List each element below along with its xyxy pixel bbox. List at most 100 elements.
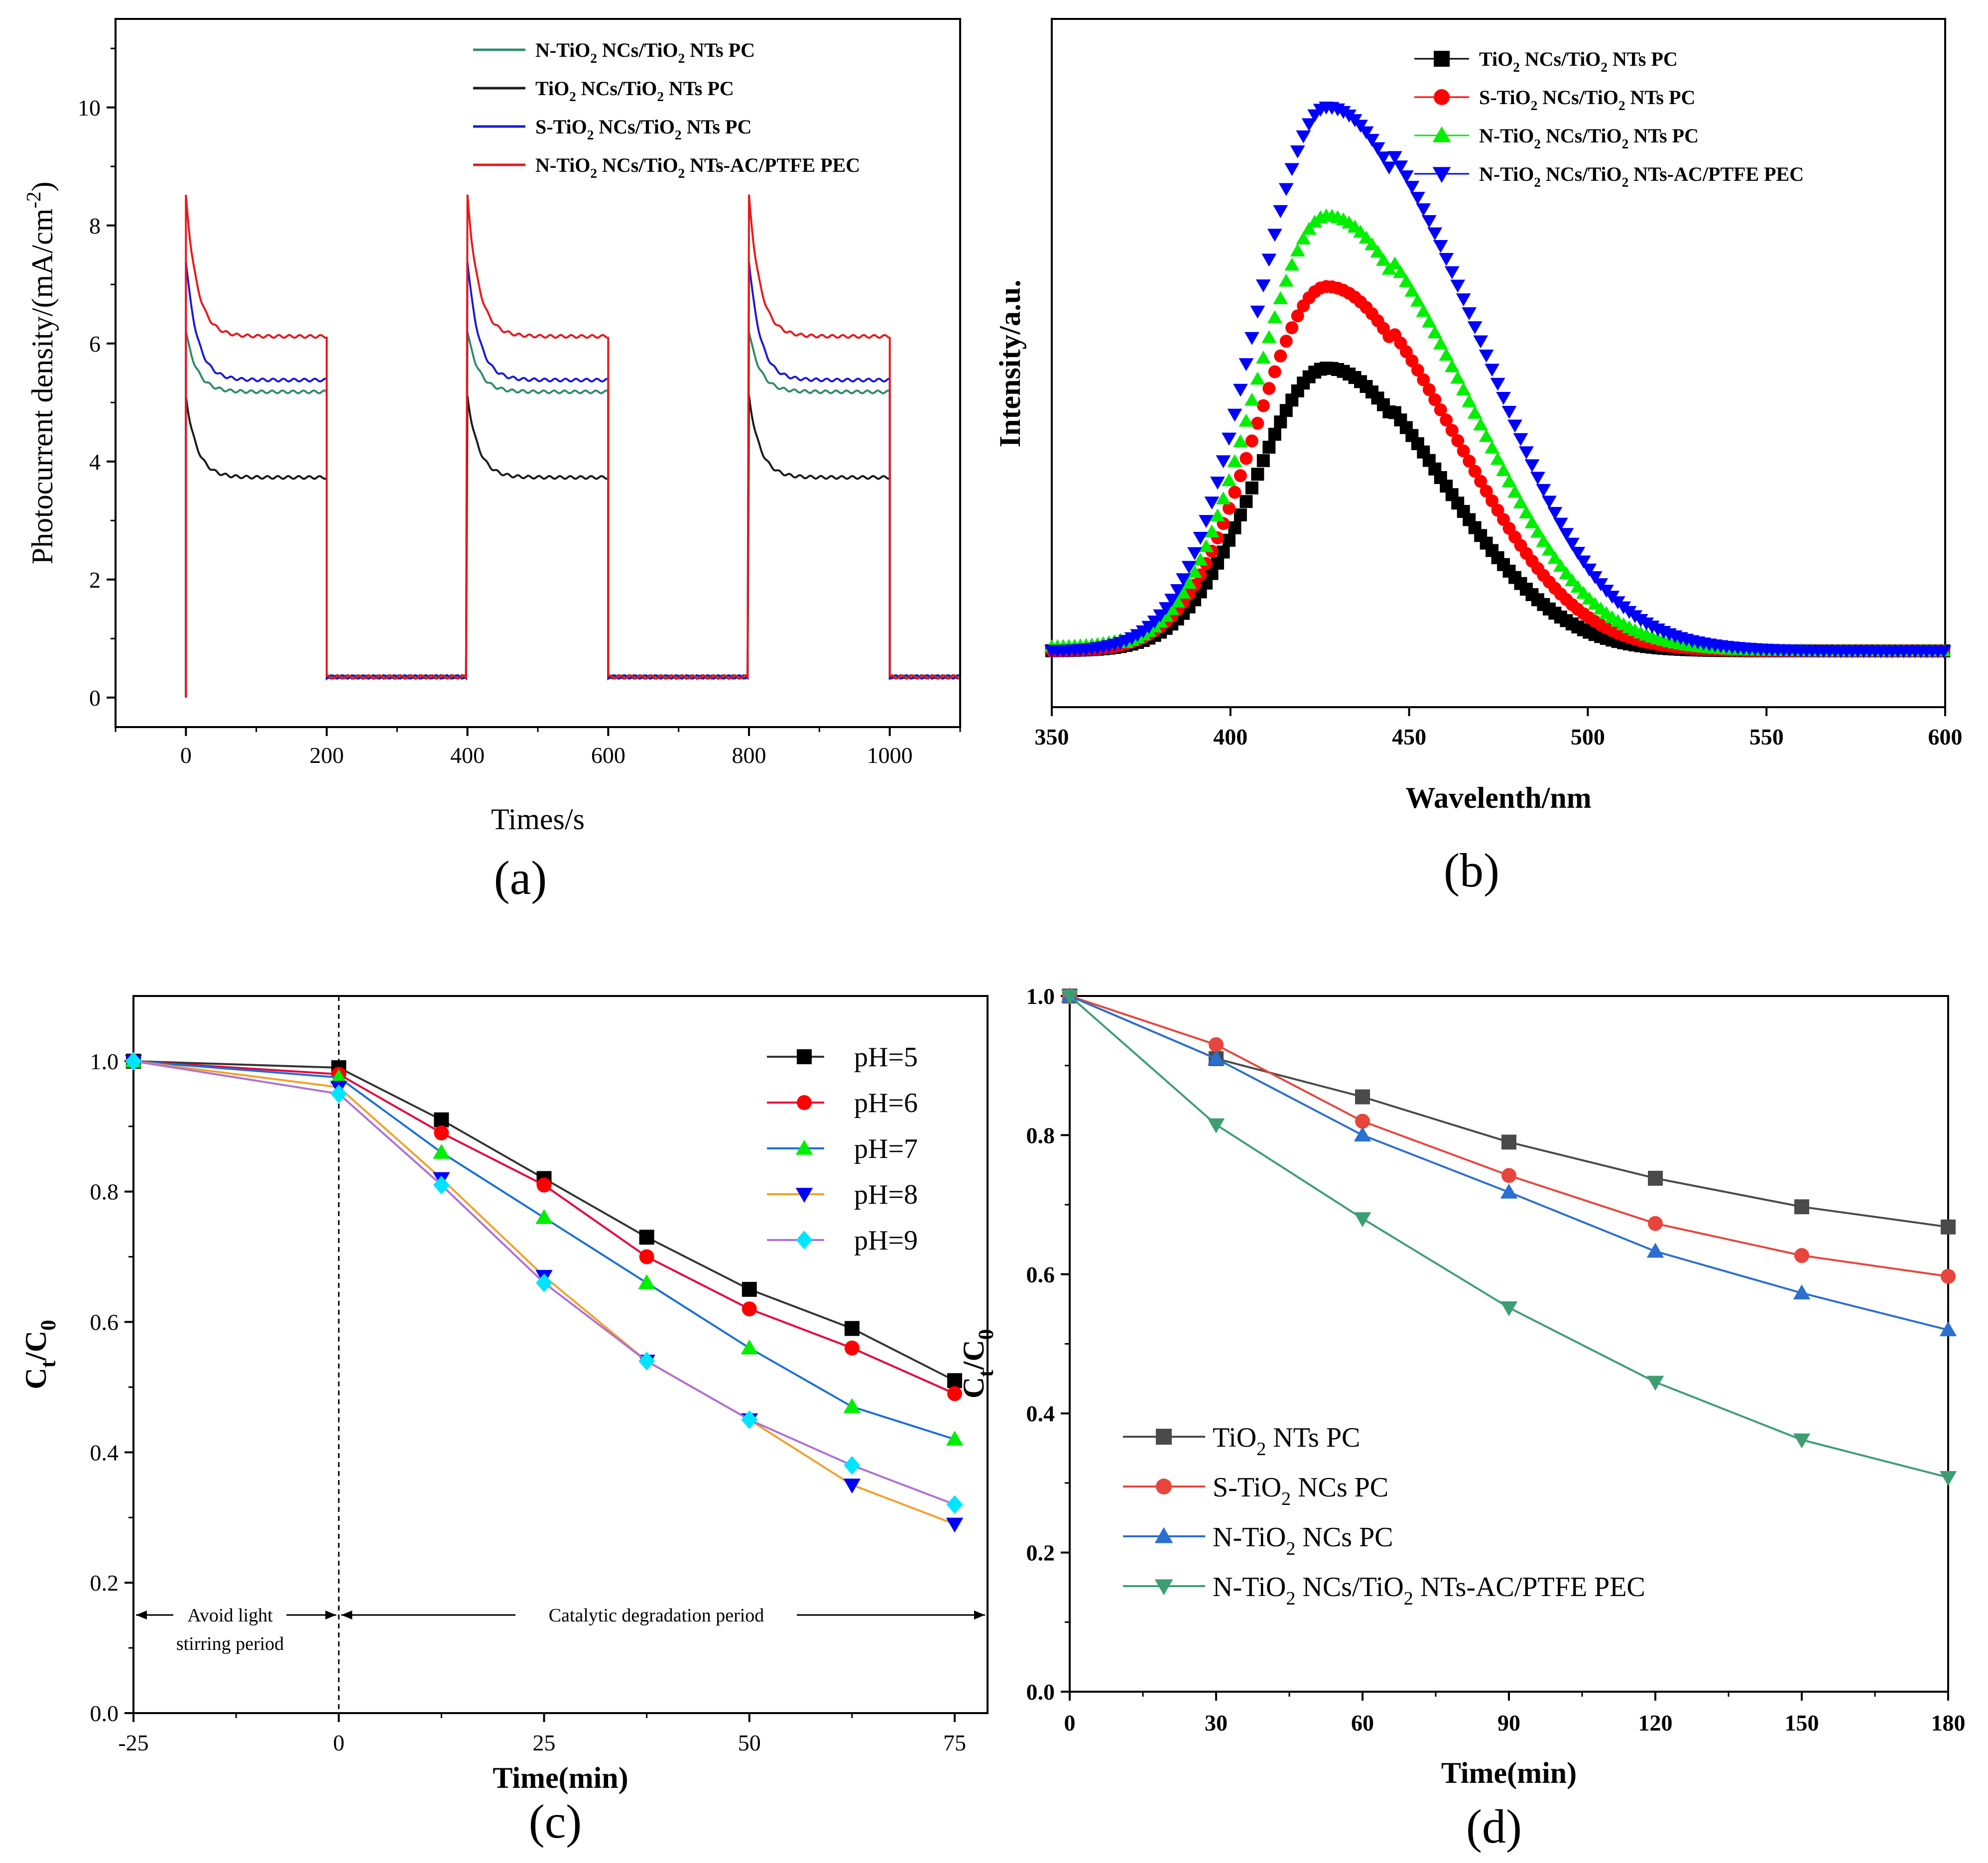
data-point-b-3 — [1370, 142, 1385, 155]
x-tick-label-c: 0 — [333, 1730, 345, 1755]
data-point-b-0 — [1256, 454, 1270, 467]
y-tick-label-a: 8 — [89, 213, 101, 239]
data-point-c-4 — [125, 1052, 142, 1071]
y-tick-label-a: 2 — [89, 567, 101, 593]
data-point-b-0 — [1240, 495, 1253, 508]
data-point-b-0 — [1211, 556, 1224, 570]
data-point-b-3 — [1193, 531, 1208, 545]
data-point-b-3 — [1439, 253, 1454, 266]
data-point-b-1 — [1222, 501, 1236, 515]
data-point-b-3 — [1381, 161, 1397, 175]
legend-label-a: S-TiO2 NCs/TiO2 NTs PC — [535, 116, 751, 142]
data-point-c-4 — [330, 1084, 347, 1104]
data-point-b-1 — [1251, 416, 1264, 430]
data-point-b-2 — [1359, 230, 1374, 244]
data-point-b-1 — [1422, 383, 1436, 396]
data-point-b-3 — [1587, 571, 1603, 584]
data-point-d-3 — [1646, 1375, 1664, 1391]
data-point-b-3 — [1375, 151, 1391, 165]
panel-c: -25 0 25 50 75 0.0 0.2 0.4 0.6 0.8 1.0 Time(min) Ct/… — [19, 995, 989, 1794]
legend-label-b: N-TiO2 NCs/TiO2 NTs-AC/PTFE PEC — [1479, 163, 1804, 190]
data-point-b-1 — [1279, 335, 1293, 348]
y-tick-label-d: 0.0 — [1026, 1679, 1055, 1705]
data-point-b-2 — [1467, 405, 1483, 419]
series-line-d-3 — [1069, 995, 1949, 1479]
data-point-b-3 — [1290, 145, 1305, 158]
data-point-b-2 — [1301, 222, 1317, 235]
legend-label-a: N-TiO2 NCs/TiO2 NTs-AC/PTFE PEC — [535, 154, 860, 181]
data-point-b-3 — [1553, 517, 1568, 531]
data-point-b-2 — [1387, 256, 1402, 269]
data-point-b-3 — [1301, 118, 1317, 131]
legend-label-d: N-TiO2 NCs/TiO2 NTs-AC/PTFE PEC — [1213, 1572, 1645, 1609]
data-point-b-3 — [1524, 459, 1540, 473]
data-point-b-3 — [1936, 645, 1952, 658]
data-point-b-3 — [1513, 433, 1528, 446]
x-tick-label-d: 180 — [1931, 1710, 1966, 1736]
y-tick-label-a: 10 — [78, 95, 101, 121]
data-point-b-2 — [1439, 348, 1454, 361]
data-point-c-2 — [535, 1209, 553, 1224]
y-tick-label-c: 0.4 — [90, 1440, 119, 1465]
legend-label-d: N-TiO2 NCs PC — [1213, 1522, 1393, 1559]
data-point-b-3 — [1353, 120, 1368, 133]
x-tick-label-b: 450 — [1392, 724, 1426, 749]
legend-label-c: pH=7 — [854, 1133, 918, 1164]
legend-label-c: pH=9 — [854, 1225, 918, 1256]
data-point-b-2 — [1496, 463, 1511, 476]
data-point-c-3 — [946, 1517, 964, 1533]
data-point-b-3 — [1467, 321, 1483, 335]
x-tick-label-c: 25 — [533, 1730, 556, 1755]
data-point-b-1 — [1285, 321, 1299, 335]
data-point-b-2 — [1210, 508, 1225, 522]
data-point-b-0 — [1217, 545, 1230, 559]
data-point-b-2 — [1204, 524, 1220, 538]
x-tick-label-d: 30 — [1205, 1710, 1228, 1736]
data-point-b-2 — [1199, 539, 1214, 552]
series-line-a-3 — [185, 194, 960, 698]
data-point-b-2 — [1485, 440, 1500, 454]
y-axis-title-a: Photocurrent density/(mA/cm-2) — [22, 182, 59, 565]
data-point-b-3 — [1250, 305, 1265, 319]
x-tick-label-a: 400 — [450, 743, 485, 768]
data-point-b-2 — [1479, 429, 1494, 442]
x-tick-label-a: 200 — [310, 743, 344, 768]
data-point-d-2 — [1354, 1126, 1371, 1142]
x-tick-label-b: 500 — [1571, 724, 1605, 749]
data-point-b-3 — [1427, 227, 1443, 241]
data-point-d-3 — [1500, 1301, 1518, 1317]
legend-label-d: S-TiO2 NCs PC — [1213, 1472, 1388, 1509]
data-point-b-3 — [1582, 563, 1597, 577]
y-tick-label-c: 0.8 — [90, 1179, 119, 1205]
y-tick-label-c: 0.2 — [90, 1570, 119, 1596]
panel-label-d: (d) — [1466, 1800, 1522, 1853]
data-point-b-2 — [1170, 594, 1185, 608]
annotation-avoid-c: Avoid light — [187, 1605, 273, 1626]
data-point-c-4 — [741, 1410, 758, 1429]
y-tick-label-d: 0.4 — [1026, 1401, 1055, 1426]
y-tick-label-c: 0.0 — [90, 1701, 119, 1726]
data-point-d-0 — [1501, 1134, 1516, 1150]
data-point-b-3 — [1387, 151, 1402, 164]
x-tick-label-b: 350 — [1035, 724, 1069, 749]
data-point-b-2 — [1261, 330, 1277, 343]
x-tick-label-c: -25 — [118, 1730, 148, 1755]
legend-marker-c — [795, 1188, 813, 1203]
legend-marker-c — [795, 1139, 813, 1155]
data-point-c-2 — [330, 1069, 348, 1084]
data-point-b-2 — [1433, 336, 1448, 350]
data-point-b-0 — [1274, 415, 1287, 429]
data-point-b-2 — [1404, 283, 1420, 297]
panel-label-c: (c) — [529, 1795, 582, 1848]
data-point-b-2 — [1290, 243, 1305, 256]
data-point-b-3 — [1416, 203, 1431, 217]
data-point-b-3 — [1199, 515, 1214, 528]
data-point-c-0 — [639, 1230, 654, 1245]
data-point-b-2 — [1427, 325, 1443, 339]
data-point-b-3 — [1547, 506, 1563, 520]
data-point-b-2 — [1393, 265, 1408, 278]
annotation-catalytic-c: Catalytic degradation period — [549, 1605, 764, 1626]
data-point-b-3 — [1564, 537, 1580, 551]
series-line-c-2 — [133, 1060, 955, 1441]
data-point-b-3 — [1490, 377, 1505, 391]
